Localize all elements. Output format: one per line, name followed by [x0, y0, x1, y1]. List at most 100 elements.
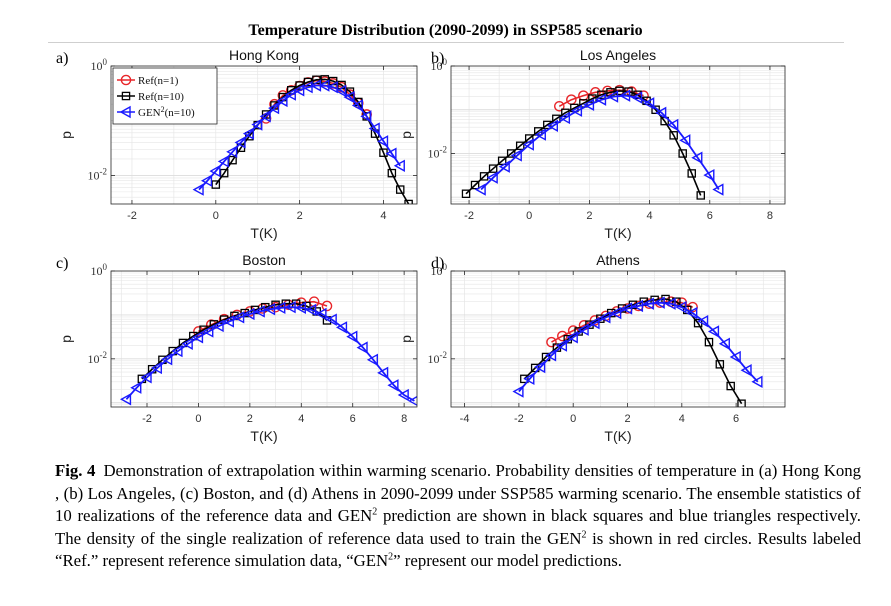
x-tick-label: 2 — [586, 210, 592, 222]
data-point-ref10 — [470, 180, 480, 190]
x-tick-label: 6 — [350, 413, 356, 425]
data-point-ref10 — [552, 114, 561, 124]
data-point-gen — [325, 313, 337, 326]
caption-text-part1: Demonstration of extrapolation within wa… — [55, 461, 861, 525]
data-point-ref10 — [678, 149, 687, 158]
x-tick-label: 4 — [647, 210, 653, 222]
x-tick-label: 6 — [707, 210, 713, 222]
data-point-gen — [655, 106, 667, 120]
data-point-gen — [751, 375, 763, 388]
data-point-gen — [356, 341, 368, 354]
data-point-ref10 — [211, 180, 221, 189]
series-line-gen — [198, 84, 401, 191]
data-point-ref10 — [515, 141, 525, 151]
legend-label-ref1: Ref(n=1) — [138, 75, 179, 87]
plot-area — [111, 271, 417, 407]
data-point-gen — [474, 183, 486, 196]
data-point-gen — [675, 300, 687, 314]
data-point-gen — [263, 303, 276, 316]
data-point-gen — [251, 118, 263, 131]
data-point-gen — [498, 160, 510, 173]
data-point-gen — [385, 147, 397, 160]
data-point-gen — [191, 331, 204, 344]
x-tick-label: 4 — [679, 413, 685, 425]
data-point-ref10 — [497, 156, 507, 166]
series-gen — [192, 79, 405, 196]
title-divider — [48, 42, 844, 43]
x-tick-label: -2 — [127, 210, 137, 222]
data-point-gen — [335, 84, 347, 98]
data-point-gen — [407, 395, 417, 406]
x-tick-label: -2 — [514, 413, 524, 425]
data-point-gen — [222, 315, 234, 328]
data-point-gen — [274, 301, 286, 315]
caption-text-part2: prediction are shown in black squares an… — [55, 506, 861, 548]
data-point-gen — [335, 321, 348, 334]
data-point-gen — [667, 118, 679, 132]
x-tick-label: 2 — [624, 413, 630, 425]
data-point-gen — [360, 110, 372, 123]
x-tick-label: 8 — [401, 413, 407, 425]
data-point-gen — [161, 353, 173, 366]
x-tick-label: 0 — [213, 210, 219, 222]
data-point-gen — [171, 344, 183, 358]
data-point-ref10 — [461, 189, 471, 199]
axes-frame — [450, 270, 786, 408]
y-tick-label: 10-2 — [88, 166, 108, 182]
data-point-gen — [293, 84, 305, 97]
axes-frame — [110, 65, 418, 205]
data-point-gen — [510, 149, 522, 162]
x-axis-label: T(K) — [604, 428, 631, 444]
data-point-gen — [664, 297, 676, 310]
x-tick-label: 0 — [570, 413, 576, 425]
panel-label: b) — [431, 50, 444, 67]
data-point-gen — [523, 372, 535, 386]
chart-panel-4: -4 -2 0 2 4 6 100 10-2 Athens T(K) p d) — [398, 252, 786, 444]
data-point-gen — [393, 159, 405, 172]
data-point-gen — [643, 97, 655, 110]
data-point-ref10 — [520, 374, 529, 384]
data-point-ref10 — [726, 381, 735, 391]
data-point-ref10 — [219, 168, 229, 178]
data-point-gen — [243, 307, 255, 321]
axes-frame — [110, 270, 418, 408]
series-gen — [512, 296, 763, 398]
x-tick-label: 6 — [733, 413, 739, 425]
data-point-ref1 — [554, 100, 565, 112]
caption-superscript-3: 2 — [388, 551, 394, 563]
x-axis-label: T(K) — [250, 428, 277, 444]
panel-label: c) — [56, 255, 68, 272]
data-point-ref10 — [488, 164, 498, 173]
grid-lines — [451, 66, 785, 204]
data-point-gen — [233, 311, 245, 324]
y-tick-label: 100 — [91, 57, 108, 73]
data-point-gen — [259, 110, 271, 123]
data-point-ref10 — [704, 337, 714, 347]
data-point-gen — [729, 350, 741, 364]
data-point-gen — [740, 364, 752, 377]
data-point-gen — [522, 138, 534, 151]
chart-title: Athens — [596, 252, 640, 268]
caption-figure-label: Fig. 4 — [55, 461, 96, 480]
legend-marker-ref10 — [121, 91, 131, 101]
chart-title: Los Angeles — [580, 47, 656, 63]
y-tick-label: 100 — [91, 262, 108, 278]
series-ref10 — [211, 75, 413, 204]
y-tick-label: 100 — [431, 262, 448, 278]
data-point-gen — [621, 302, 633, 315]
data-point-gen — [242, 127, 255, 140]
data-point-ref10 — [651, 105, 660, 114]
data-point-ref10 — [615, 86, 624, 96]
panel-label: a) — [56, 50, 68, 67]
data-point-gen — [368, 122, 380, 135]
legend-marker-ref1 — [120, 74, 132, 86]
legend-label-gen: GEN2(n=10) — [138, 105, 195, 119]
figure-title: Temperature Distribution (2090-2099) in … — [248, 22, 643, 39]
data-point-gen — [545, 349, 557, 362]
data-point-gen — [558, 111, 571, 125]
chart-panel-2: -2 0 2 4 6 8 100 10-2 Los Angeles T(K) p b) — [398, 47, 786, 241]
data-point-gen — [318, 79, 330, 92]
panel-label: d) — [431, 255, 444, 272]
data-point-ref1 — [546, 336, 557, 348]
